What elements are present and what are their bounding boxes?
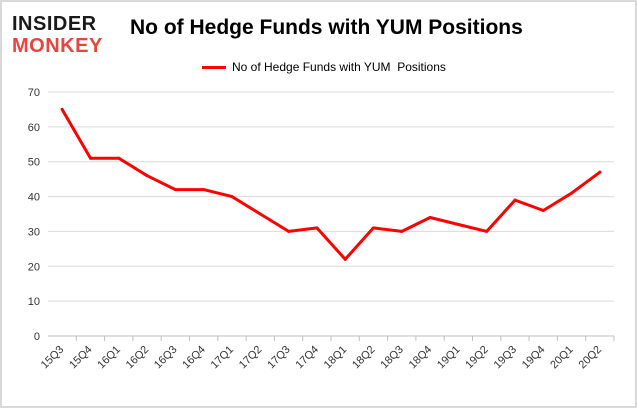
data-point xyxy=(598,170,602,174)
data-point xyxy=(400,229,404,233)
x-tick-label: 20Q1 xyxy=(548,344,576,372)
data-point xyxy=(88,156,92,160)
x-tick-labels: 15Q3 15Q4 16Q1 16Q2 16Q3 16Q4 17Q1 17Q2 17Q3 17Q4… xyxy=(39,344,604,372)
data-point xyxy=(258,212,262,216)
data-point xyxy=(456,222,460,226)
x-tick-label: 19Q3 xyxy=(492,344,520,372)
x-tick-label: 15Q3 xyxy=(39,344,67,372)
axes xyxy=(48,335,615,341)
insider-monkey-logo: INSIDER MONKEY xyxy=(12,13,103,56)
x-tick-label: 17Q1 xyxy=(209,344,237,372)
y-tick-label: 70 xyxy=(28,87,40,99)
legend-label: No of Hedge Funds with YUM Positions xyxy=(232,60,446,74)
y-tick-label: 10 xyxy=(28,296,40,308)
series-line-0 xyxy=(60,107,602,261)
data-point xyxy=(60,107,64,111)
x-tick-label: 15Q4 xyxy=(67,344,95,372)
gridlines xyxy=(48,91,614,302)
y-tick-label: 0 xyxy=(34,331,40,343)
data-point xyxy=(145,174,149,178)
data-point xyxy=(343,257,347,261)
data-point xyxy=(428,215,432,219)
data-point xyxy=(230,195,234,199)
series-layer xyxy=(60,107,602,261)
x-tick-label: 19Q2 xyxy=(463,344,491,372)
y-tick-label: 50 xyxy=(28,157,40,169)
data-point xyxy=(202,188,206,192)
x-tick-label: 19Q4 xyxy=(520,344,548,372)
x-tick-label: 20Q2 xyxy=(577,344,605,372)
data-point xyxy=(287,229,291,233)
x-tick-label: 18Q3 xyxy=(378,344,406,372)
data-point xyxy=(570,191,574,195)
data-point xyxy=(173,188,177,192)
x-tick-label: 17Q4 xyxy=(294,344,322,372)
data-point xyxy=(371,226,375,230)
x-tick-label: 16Q1 xyxy=(95,344,123,372)
chart-legend: No of Hedge Funds with YUM Positions xyxy=(202,58,446,76)
chart-title: No of Hedge Funds with YUM Positions xyxy=(130,16,523,39)
x-tick-label: 16Q4 xyxy=(180,344,208,372)
x-tick-label: 17Q2 xyxy=(237,344,265,372)
data-point xyxy=(315,226,319,230)
y-tick-labels: 0 10 20 30 40 50 60 70 xyxy=(28,87,40,343)
x-tick-label: 17Q3 xyxy=(265,344,293,372)
x-tick-label: 18Q1 xyxy=(322,344,350,372)
x-tick-label: 18Q2 xyxy=(350,344,378,372)
x-tick-label: 16Q2 xyxy=(124,344,152,372)
x-tick-label: 16Q3 xyxy=(152,344,180,372)
logo-line-insider: INSIDER xyxy=(12,13,97,35)
data-point xyxy=(485,229,489,233)
data-point xyxy=(513,198,517,202)
y-tick-label: 20 xyxy=(28,261,40,273)
y-tick-label: 30 xyxy=(28,226,40,238)
logo-line-monkey: MONKEY xyxy=(12,35,103,56)
x-tick-label: 18Q4 xyxy=(407,344,435,372)
x-tick-label: 19Q1 xyxy=(435,344,463,372)
data-point xyxy=(541,209,545,213)
y-tick-label: 40 xyxy=(28,192,40,204)
y-tick-label: 60 xyxy=(28,122,40,134)
legend-swatch xyxy=(202,65,226,69)
data-point xyxy=(117,156,121,160)
